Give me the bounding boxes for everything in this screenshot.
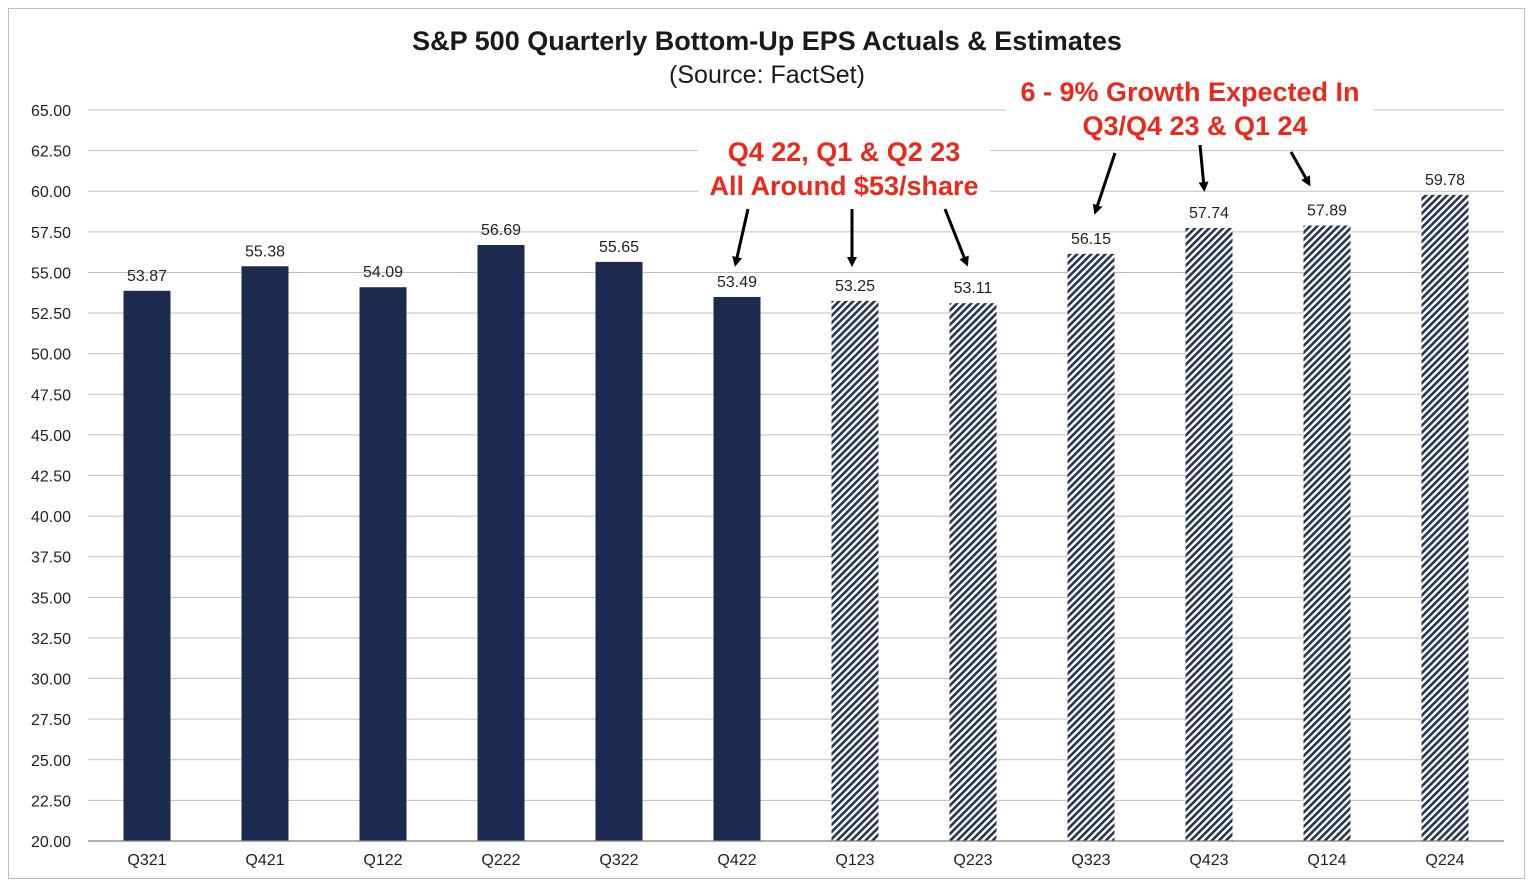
bar-q222 — [477, 244, 525, 841]
y-tick-label: 32.50 — [31, 631, 71, 648]
y-tick-label: 20.00 — [31, 834, 71, 851]
annotation-flat-eps-line2: All Around $53/share — [709, 171, 978, 201]
value-label-q421: 55.38 — [245, 243, 285, 260]
x-tick-q423: Q423 — [1189, 852, 1228, 869]
value-labels: 53.87 55.38 54.09 56.69 55.65 53.49 53.25 53.11… — [127, 172, 1465, 297]
x-tick-q223: Q223 — [953, 852, 992, 869]
y-tick-label: 30.00 — [31, 672, 71, 689]
x-tick-q322: Q322 — [599, 852, 638, 869]
bar-q124 — [1303, 225, 1351, 842]
grid-lines — [88, 109, 1504, 801]
bars — [123, 194, 1469, 842]
bar-q223 — [949, 303, 997, 841]
x-tick-q323: Q323 — [1071, 852, 1110, 869]
y-tick-label: 35.00 — [31, 590, 71, 607]
y-tick-label: 50.00 — [31, 347, 71, 364]
arrow-to-q124 — [1289, 151, 1311, 187]
chart-subtitle: (Source: FactSet) — [669, 61, 865, 89]
x-tick-q222: Q222 — [481, 852, 520, 869]
annotation-bg-flat-eps — [698, 133, 990, 205]
bar-q323 — [1067, 253, 1115, 842]
y-tick-label: 52.50 — [31, 306, 71, 323]
value-label-q323: 56.15 — [1071, 231, 1111, 248]
value-label-q422: 53.49 — [717, 274, 757, 291]
value-label-q224: 59.78 — [1425, 172, 1465, 189]
arrow-to-q423 — [1198, 144, 1209, 192]
y-tick-label: 40.00 — [31, 509, 71, 526]
y-tick-label: 37.50 — [31, 550, 71, 567]
x-tick-q422: Q422 — [717, 852, 756, 869]
x-tick-q124: Q124 — [1307, 852, 1346, 869]
arrow-to-q422 — [732, 208, 750, 267]
bar-q322 — [595, 261, 643, 841]
value-label-q222: 56.69 — [481, 222, 521, 239]
y-tick-label: 25.00 — [31, 753, 71, 770]
value-label-q124: 57.89 — [1307, 202, 1347, 219]
annotation-group-growth: 6 - 9% Growth Expected In Q3/Q4 23 & Q1 … — [1006, 72, 1374, 215]
x-tick-q122: Q122 — [363, 852, 402, 869]
value-label-q223: 53.11 — [954, 280, 993, 297]
y-tick-label: 45.00 — [31, 428, 71, 445]
arrow-to-q323 — [1092, 152, 1117, 215]
y-axis-ticks: 65.00 62.50 60.00 57.50 55.00 52.50 50.00 47.50… — [31, 103, 71, 851]
bar-q123 — [831, 300, 879, 842]
value-label-q321: 53.87 — [127, 268, 167, 285]
annotation-group-flat-eps: Q4 22, Q1 & Q2 23 All Around $53/share — [698, 133, 990, 267]
y-tick-label: 47.50 — [31, 387, 71, 404]
y-tick-label: 65.00 — [31, 103, 71, 120]
x-tick-q123: Q123 — [835, 852, 874, 869]
bar-q421 — [241, 266, 289, 841]
arrow-to-q223 — [943, 208, 969, 267]
x-axis-ticks: Q321 Q421 Q122 Q222 Q322 Q422 Q123 Q223 Q323 Q423… — [127, 852, 1464, 869]
annotation-growth-line1: 6 - 9% Growth Expected In — [1020, 77, 1359, 107]
annotation-growth-line2: Q3/Q4 23 & Q1 24 — [1082, 111, 1307, 141]
bar-q122 — [359, 287, 407, 841]
value-label-q123: 53.25 — [835, 278, 875, 295]
bar-q224 — [1421, 194, 1469, 841]
annotation-flat-eps-line1: Q4 22, Q1 & Q2 23 — [728, 137, 961, 167]
value-label-q322: 55.65 — [599, 239, 639, 256]
y-tick-label: 60.00 — [31, 184, 71, 201]
y-tick-label: 27.50 — [31, 712, 71, 729]
value-label-q423: 57.74 — [1189, 205, 1229, 222]
x-tick-q421: Q421 — [245, 852, 284, 869]
y-tick-label: 22.50 — [31, 793, 71, 810]
x-tick-q224: Q224 — [1425, 852, 1464, 869]
value-label-q122: 54.09 — [363, 264, 403, 281]
annotation-bg-growth — [1006, 72, 1374, 144]
bar-q423 — [1185, 227, 1233, 841]
x-tick-q321: Q321 — [127, 852, 166, 869]
bar-q422 — [713, 296, 761, 842]
chart-title: S&P 500 Quarterly Bottom-Up EPS Actuals … — [412, 26, 1122, 56]
y-tick-label: 57.50 — [31, 225, 71, 242]
y-tick-label: 62.50 — [31, 144, 71, 161]
y-tick-label: 42.50 — [31, 469, 71, 486]
bar-q321 — [123, 290, 171, 841]
chart-frame — [8, 8, 1525, 879]
y-tick-label: 55.00 — [31, 265, 71, 282]
